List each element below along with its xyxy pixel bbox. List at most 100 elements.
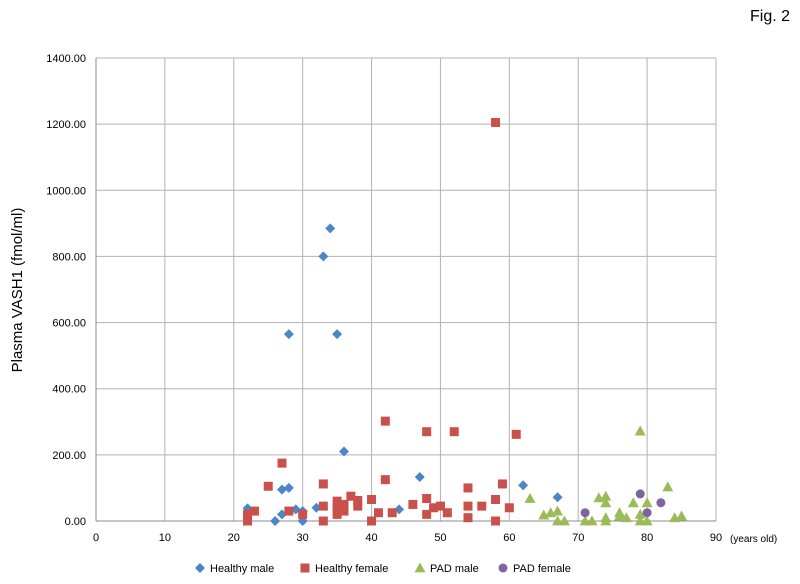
data-point: [600, 512, 612, 523]
y-tick-label: 400.00: [52, 384, 86, 396]
data-point: [243, 509, 253, 519]
legend-marker: [300, 563, 310, 573]
data-point: [270, 516, 281, 526]
data-point: [552, 515, 564, 526]
data-point: [298, 509, 308, 519]
data-point: [497, 479, 507, 489]
data-point: [339, 499, 349, 509]
data-point: [463, 483, 473, 493]
series-healthy-female: [243, 117, 521, 526]
data-point: [243, 516, 253, 526]
data-point: [518, 480, 529, 491]
x-tick-label: 30: [297, 532, 309, 544]
x-tick-label: 0: [93, 532, 99, 544]
data-point: [620, 512, 632, 523]
data-point: [339, 506, 349, 516]
data-point: [332, 503, 342, 513]
data-point: [318, 251, 329, 262]
data-point: [367, 495, 377, 505]
data-point: [600, 497, 612, 508]
y-tick-label: 1000.00: [46, 185, 86, 197]
data-point: [367, 516, 377, 526]
legend-marker: [195, 563, 205, 573]
data-point: [380, 416, 390, 426]
data-point: [449, 427, 459, 437]
data-point: [318, 516, 328, 526]
data-point: [524, 493, 536, 503]
x-tick-label: 10: [159, 532, 171, 544]
data-point: [614, 507, 626, 518]
data-point: [491, 516, 501, 526]
data-point: [325, 223, 336, 234]
x-tick-label: 80: [641, 532, 653, 544]
data-point: [332, 496, 342, 506]
data-point: [463, 501, 473, 511]
data-points: [242, 117, 688, 526]
data-point: [263, 481, 273, 491]
data-point: [249, 506, 259, 516]
data-point: [635, 489, 645, 499]
data-point: [634, 425, 646, 436]
data-point: [283, 329, 294, 340]
data-point: [552, 492, 563, 503]
x-tick-label: 50: [434, 532, 446, 544]
data-point: [641, 497, 653, 508]
legend-marker: [498, 563, 508, 573]
data-point: [504, 503, 514, 513]
data-point: [642, 508, 652, 518]
data-point: [676, 510, 688, 521]
data-point: [627, 497, 639, 508]
data-point: [634, 515, 646, 526]
y-tick-label: 0.00: [65, 516, 86, 528]
legend-marker: [414, 562, 426, 573]
data-point: [277, 484, 287, 495]
data-point: [408, 499, 418, 509]
data-point: [586, 515, 598, 526]
legend-label: PAD female: [513, 563, 571, 575]
figure-label: Fig. 2: [749, 8, 790, 25]
data-point: [332, 509, 342, 519]
data-point: [353, 501, 363, 511]
data-point: [353, 495, 363, 505]
data-point: [641, 515, 653, 526]
y-tick-label: 600.00: [52, 318, 86, 330]
data-point: [318, 479, 328, 489]
data-point: [435, 501, 445, 511]
y-tick-label: 200.00: [52, 450, 86, 462]
data-point: [463, 513, 473, 523]
y-tick-label: 1200.00: [46, 119, 86, 131]
data-point: [373, 508, 383, 518]
axes: 0 10 20 30 40 50 60 70 80 90 0.00 200.00 400.00 600.0…: [46, 53, 722, 544]
data-point: [579, 515, 591, 526]
data-point: [339, 446, 349, 457]
data-point: [422, 494, 432, 504]
x-tick-label: 40: [365, 532, 377, 544]
data-point: [277, 458, 287, 468]
data-point: [491, 495, 501, 505]
data-point: [332, 329, 343, 340]
data-point: [318, 501, 328, 511]
legend-label: Healthy female: [315, 563, 388, 575]
series-healthy-male: [242, 223, 563, 526]
legend-label: PAD male: [430, 563, 479, 575]
data-point: [600, 490, 612, 501]
data-point: [634, 508, 646, 519]
data-point: [380, 475, 390, 485]
data-point: [477, 501, 487, 511]
data-point: [283, 482, 294, 493]
x-tick-label: 60: [503, 532, 515, 544]
y-axis-label: Plasma VASH1 (fmol/ml): [9, 208, 26, 373]
data-point: [277, 509, 287, 520]
data-point: [552, 505, 564, 516]
data-point: [662, 481, 674, 492]
data-point: [580, 508, 590, 518]
data-point: [422, 427, 432, 437]
y-tick-label: 1400.00: [46, 53, 86, 65]
x-tick-label: 70: [572, 532, 584, 544]
x-tick-label: 20: [228, 532, 240, 544]
x-axis-unit: (years old): [730, 534, 777, 545]
data-point: [656, 498, 666, 508]
data-point: [387, 508, 397, 518]
x-tick-label: 90: [710, 532, 722, 544]
